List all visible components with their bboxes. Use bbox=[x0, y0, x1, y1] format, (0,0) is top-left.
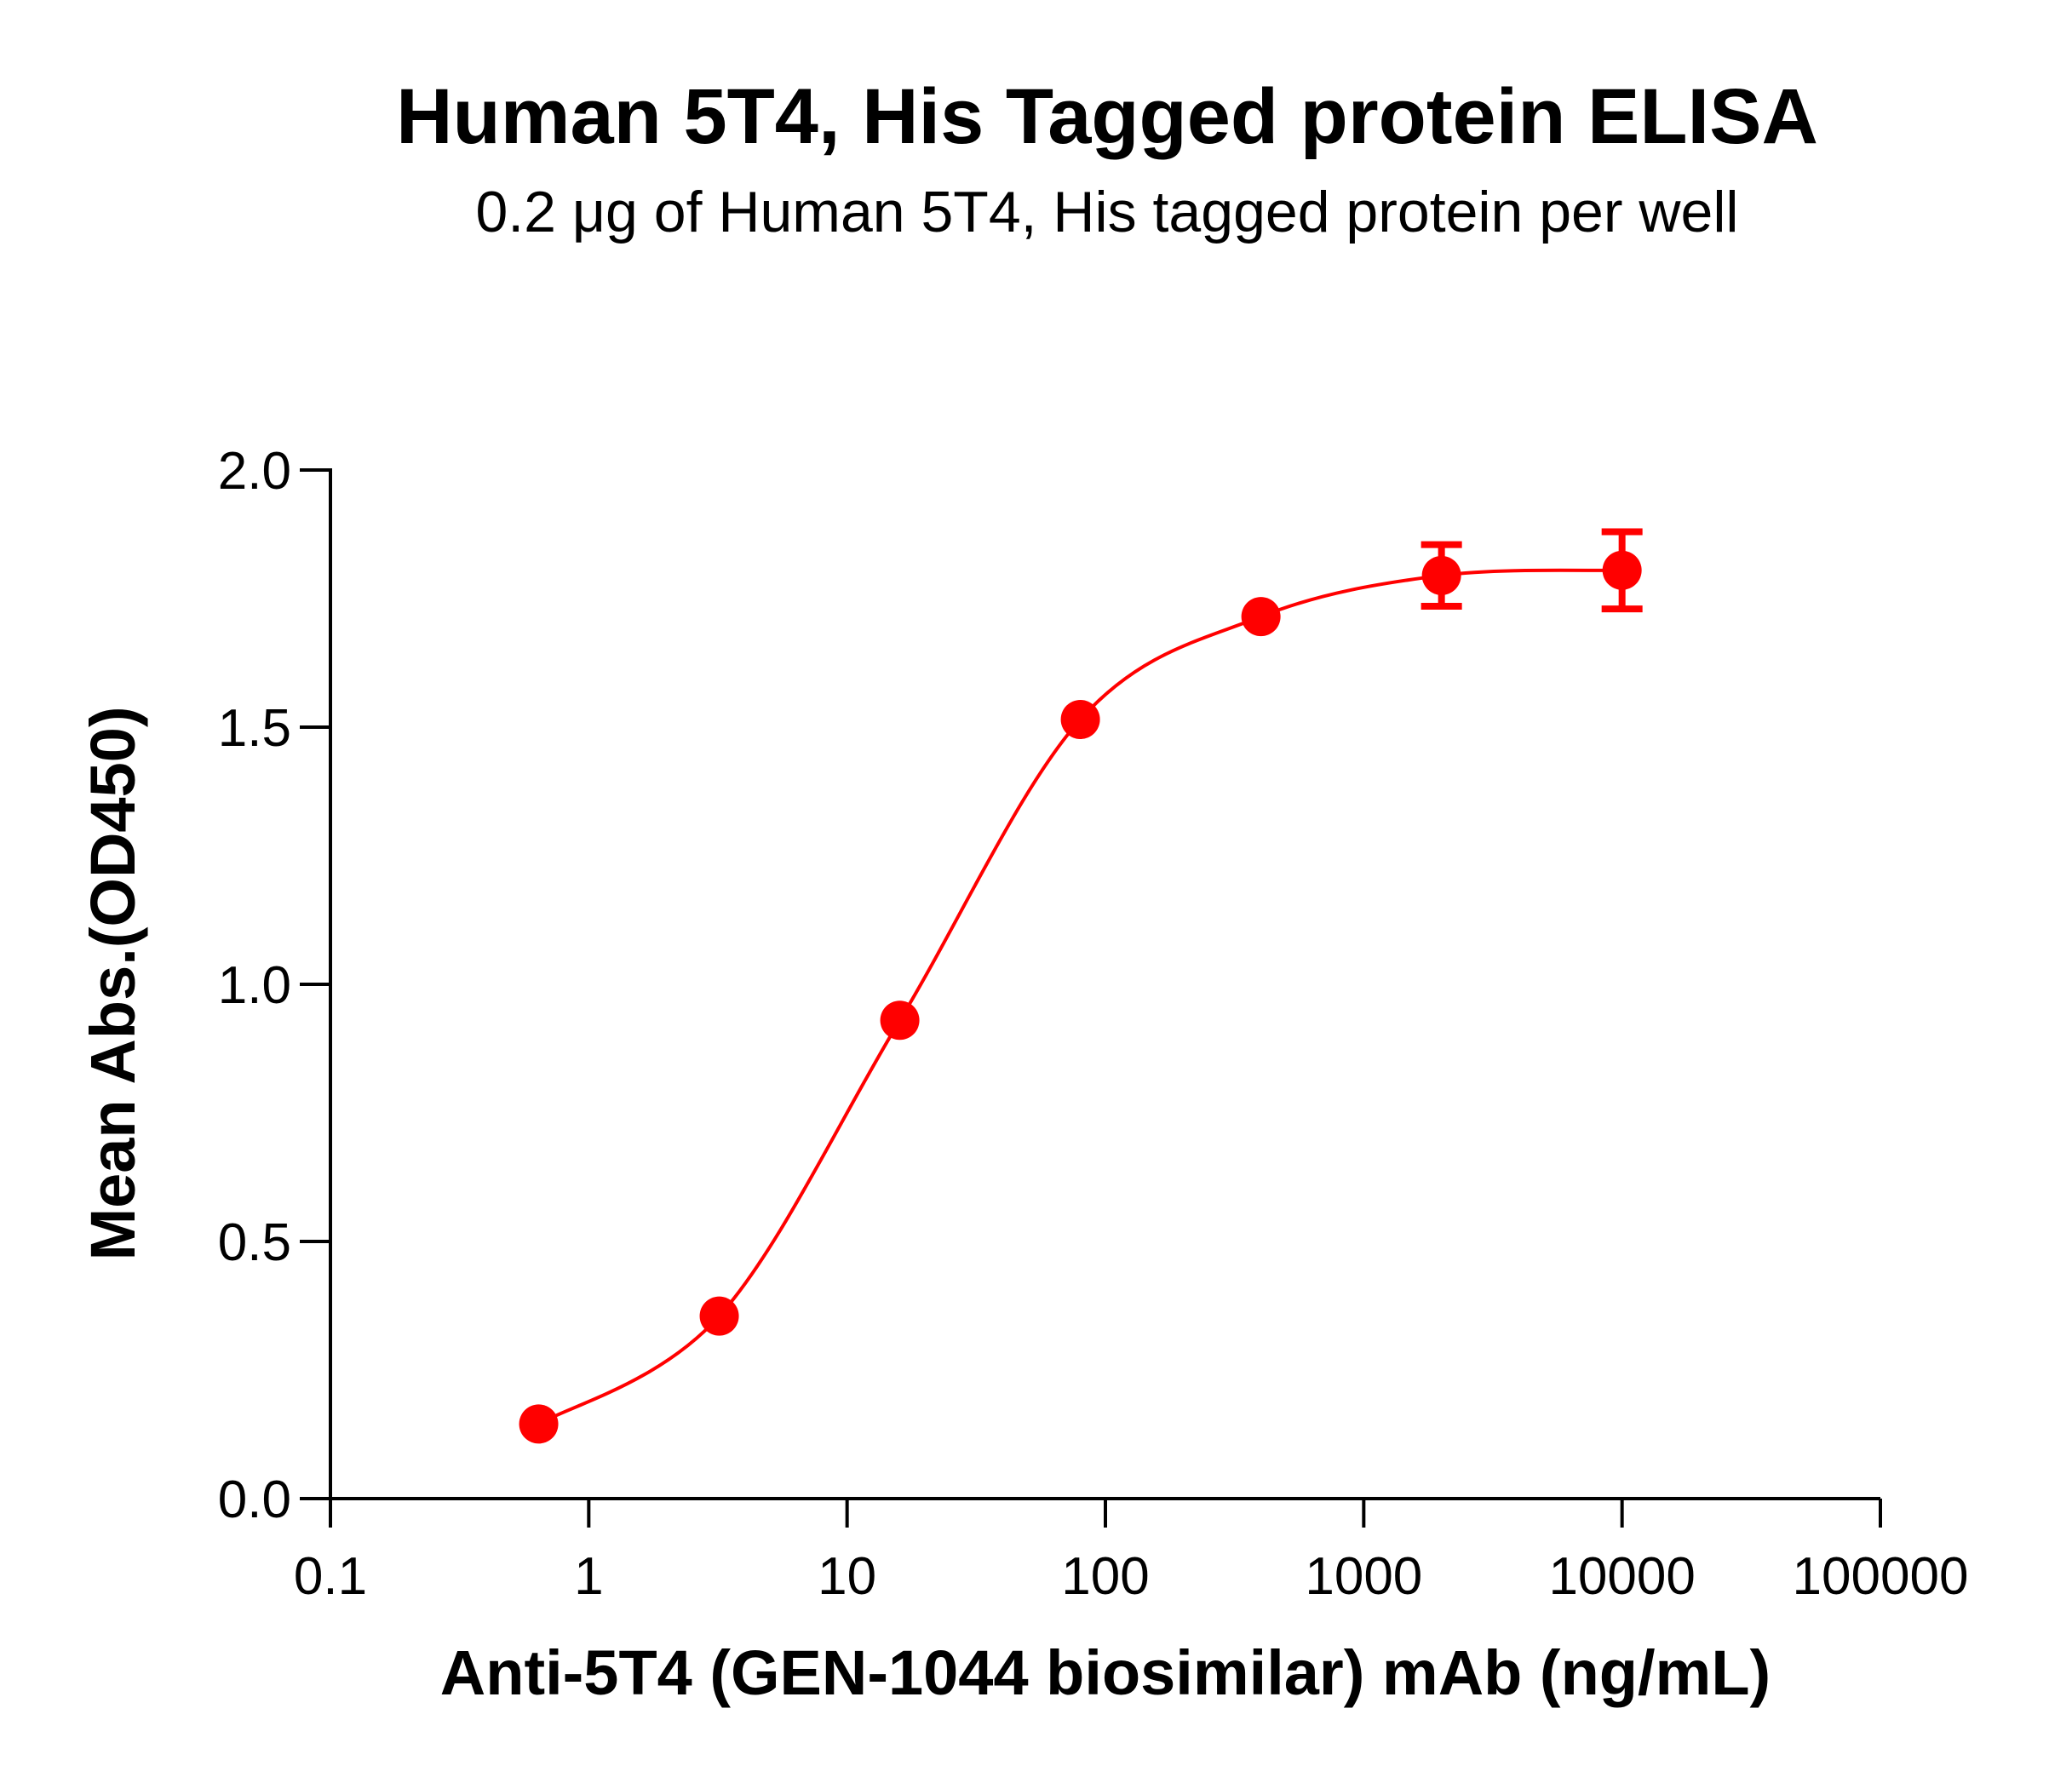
fit-curve bbox=[537, 568, 1622, 1426]
data-points bbox=[519, 550, 1642, 1444]
y-axis-label: Mean Abs.(OD450) bbox=[77, 706, 148, 1260]
chart-subtitle: 0.2 μg of Human 5T4, His tagged protein … bbox=[475, 180, 1738, 244]
x-tick-label: 1 bbox=[574, 1547, 603, 1606]
x-tick-label: 100000 bbox=[1793, 1547, 1969, 1606]
data-point bbox=[880, 1000, 920, 1041]
y-ticks: 0.0 0.5 1.0 1.5 2.0 bbox=[218, 442, 330, 1529]
y-tick-label: 1.5 bbox=[218, 699, 291, 758]
y-tick-label: 0.5 bbox=[218, 1213, 291, 1272]
x-tick-label: 10 bbox=[818, 1547, 876, 1606]
data-point bbox=[1602, 550, 1642, 590]
x-tick-label: 1000 bbox=[1305, 1547, 1422, 1606]
y-tick-label: 0.0 bbox=[218, 1471, 291, 1529]
x-tick-label: 10000 bbox=[1548, 1547, 1695, 1606]
data-point bbox=[519, 1404, 559, 1444]
data-point bbox=[1421, 555, 1461, 595]
data-point bbox=[699, 1296, 739, 1336]
y-tick-label: 2.0 bbox=[218, 442, 291, 501]
x-tick-label: 0.1 bbox=[294, 1547, 367, 1606]
y-tick-label: 1.0 bbox=[218, 956, 291, 1015]
chart-title: Human 5T4, His Tagged protein ELISA bbox=[396, 73, 1818, 160]
axes bbox=[329, 468, 1880, 1500]
x-tick-label: 100 bbox=[1061, 1547, 1149, 1606]
x-ticks: 0.1 1 10 100 1000 10000 100000 bbox=[294, 1499, 1969, 1606]
data-point bbox=[1060, 699, 1100, 739]
x-axis-label: Anti-5T4 (GEN-1044 biosimilar) mAb (ng/m… bbox=[440, 1637, 1771, 1708]
data-point bbox=[1241, 597, 1281, 637]
